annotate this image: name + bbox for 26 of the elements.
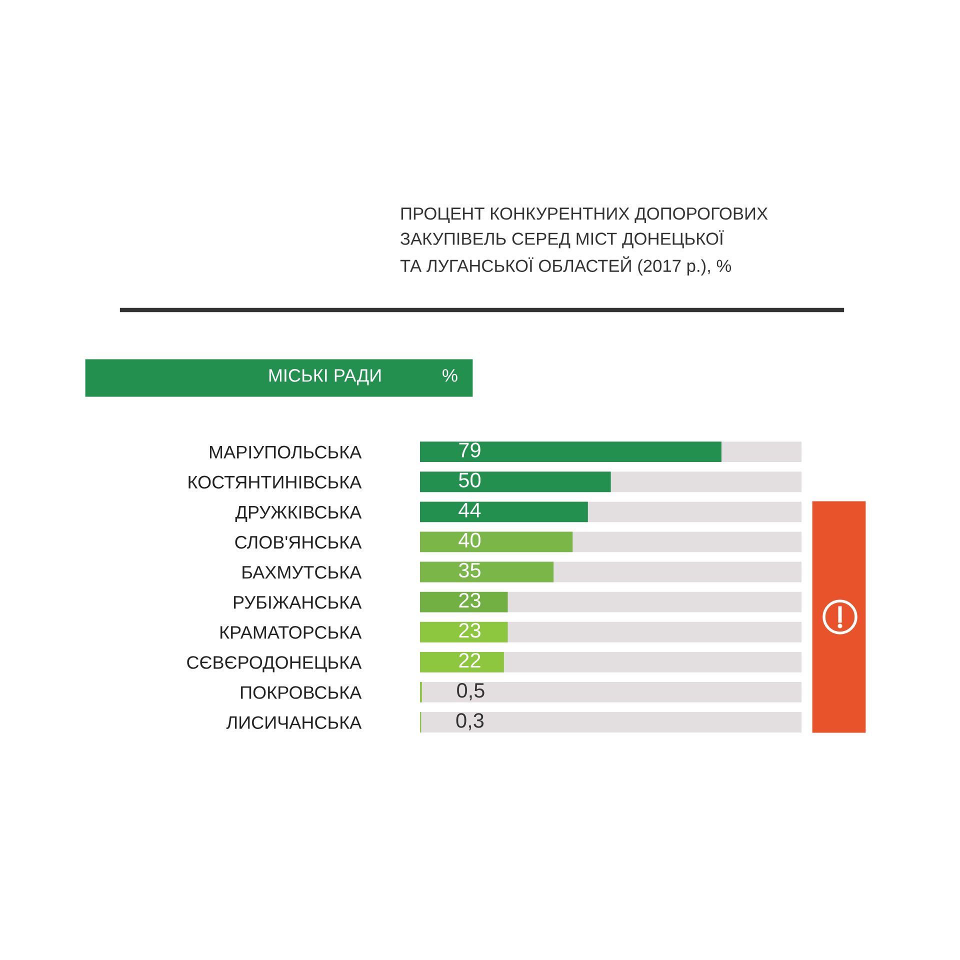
y-tick-label: СЄВЄРОДОНЕЦЬКА <box>187 656 362 672</box>
y-tick-label: КОСТЯНТИНІВСЬКА <box>188 476 362 489</box>
data-label: 22 <box>459 653 480 668</box>
data-label: 23 <box>459 622 480 638</box>
text: МІСЬКІ РАДИ <box>269 369 381 386</box>
y-tick-label: КРАМАТОРСЬКА <box>220 626 362 639</box>
y-tick-label: РУБІЖАНСЬКА <box>234 596 362 609</box>
y-tick-label: МАРІУПОЛЬСЬКА <box>210 446 362 459</box>
y-tick-label: СЛОВ'ЯНСЬКА <box>235 536 362 549</box>
data-label: 50 <box>458 472 481 488</box>
data-label: 35 <box>458 562 480 578</box>
chart-title: ПРОЦЕНТ КОНКУРЕНТНИХ ДОПОРОГОВИХ ЗАКУПІВЕЛЬ СЕРЕД МІСТ ДОНЕЦЬКОЇ ТА ЛУГАНСЬКОЇ ОБЛАСТЕЙ (2017 р.), % <box>400 207 768 276</box>
y-tick-label: ПОКРОВСЬКА <box>241 686 362 699</box>
bar <box>420 652 504 672</box>
y-tick-label: ДРУЖКІВСЬКА <box>235 506 362 522</box>
y-tick-label: БАХМУТСЬКА <box>242 566 362 579</box>
text: % <box>442 369 458 382</box>
data-label: 0,5 <box>457 683 484 700</box>
data-label: 0,3 <box>456 713 484 730</box>
data-label: 79 <box>459 442 480 458</box>
y-tick-label: ЛИСИЧАНСЬКА <box>226 716 362 729</box>
bar <box>420 592 508 612</box>
data-label: 40 <box>458 532 481 548</box>
bar <box>420 622 508 642</box>
data-label: 44 <box>458 502 481 518</box>
data-label: 23 <box>459 592 480 608</box>
